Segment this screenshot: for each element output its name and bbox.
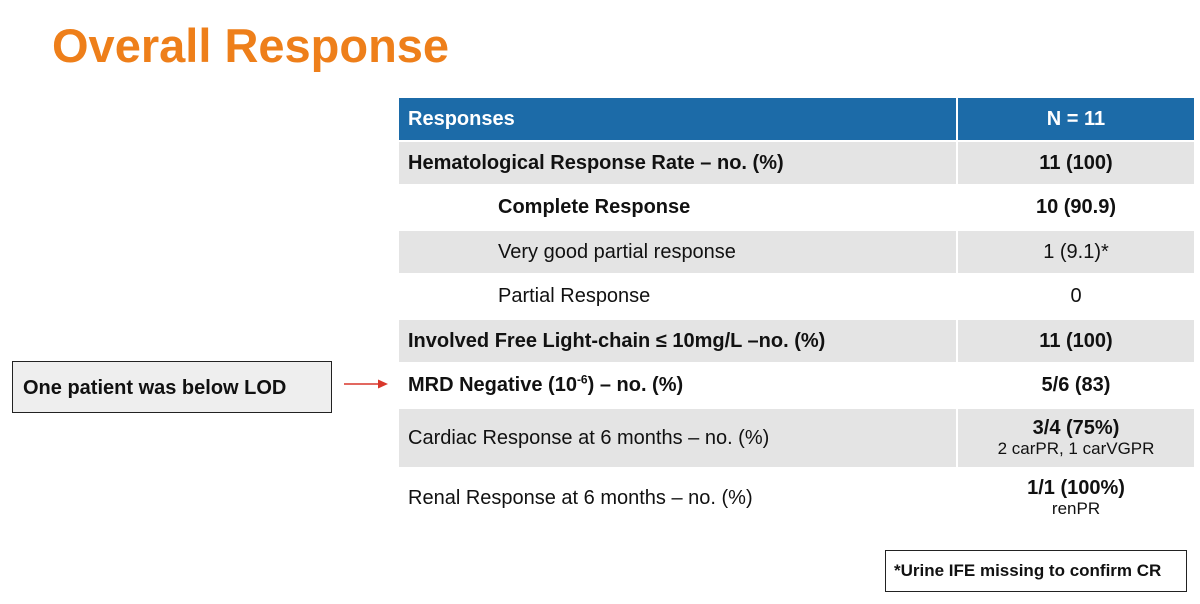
row-value-detail: 2 carPR, 1 carVGPR [997, 439, 1155, 458]
header-responses: Responses [397, 96, 958, 142]
row-value-cell: 1/1 (100%) renPR [956, 467, 1196, 529]
row-value: 10 (90.9) [956, 184, 1196, 231]
row-value: 1 (9.1)* [956, 229, 1196, 275]
footnote-box: *Urine IFE missing to confirm CR [885, 550, 1187, 592]
row-label: Complete Response [397, 184, 958, 231]
row-value: 0 [956, 273, 1196, 320]
row-label: Cardiac Response at 6 months – no. (%) [397, 407, 958, 469]
row-label: Involved Free Light-chain ≤ 10mg/L –no. … [397, 318, 958, 364]
table-row: Very good partial response 1 (9.1)* [397, 229, 1196, 275]
table-header-row: Responses N = 11 [397, 96, 1196, 142]
row-value-detail: renPR [1051, 499, 1101, 518]
table-row: Cardiac Response at 6 months – no. (%) 3… [397, 407, 1196, 469]
row-value: 1/1 (100%) [1027, 477, 1125, 499]
row-value-cell: 3/4 (75%) 2 carPR, 1 carVGPR [956, 407, 1196, 469]
row-value: 3/4 (75%) [1032, 417, 1120, 439]
table-row: Complete Response 10 (90.9) [397, 184, 1196, 231]
row-label: Hematological Response Rate – no. (%) [397, 140, 958, 186]
row-label: Very good partial response [397, 229, 958, 275]
table-row: Partial Response 0 [397, 273, 1196, 320]
mrd-label-pre: MRD Negative (10 [408, 374, 577, 396]
mrd-label-sup: -6 [576, 372, 588, 387]
table-row: MRD Negative (10-6) – no. (%) 5/6 (83) [397, 362, 1196, 409]
row-value: 11 (100) [956, 140, 1196, 186]
mrd-label-post: ) – no. (%) [587, 374, 684, 396]
lod-callout-box: One patient was below LOD [12, 361, 332, 413]
table-row: Hematological Response Rate – no. (%) 11… [397, 140, 1196, 186]
callout-arrow-icon [344, 379, 388, 389]
row-label-mrd: MRD Negative (10-6) – no. (%) [397, 362, 958, 409]
row-value: 11 (100) [956, 318, 1196, 364]
slide-title: Overall Response [52, 19, 450, 72]
header-n: N = 11 [956, 96, 1196, 142]
table-row: Involved Free Light-chain ≤ 10mg/L –no. … [397, 318, 1196, 364]
responses-table: Responses N = 11 Hematological Response … [397, 96, 1196, 529]
row-label: Renal Response at 6 months – no. (%) [397, 467, 958, 529]
row-value: 5/6 (83) [956, 362, 1196, 409]
table-row: Renal Response at 6 months – no. (%) 1/1… [397, 467, 1196, 529]
row-label: Partial Response [397, 273, 958, 320]
